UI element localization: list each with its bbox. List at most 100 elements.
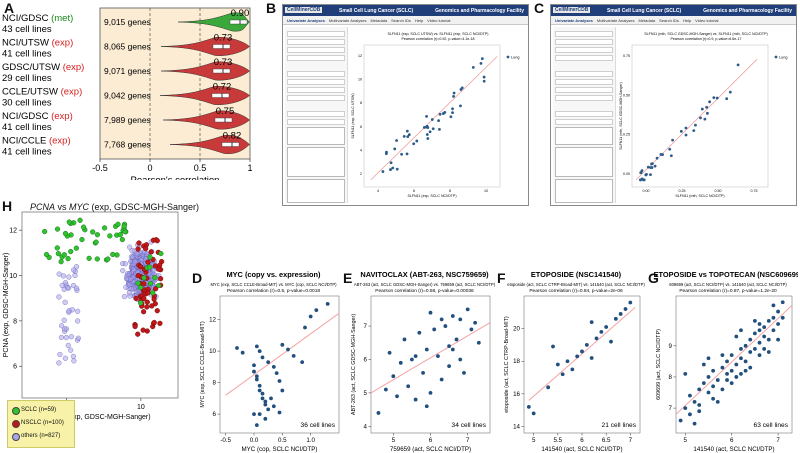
data-point	[476, 340, 481, 345]
violin-value: 0.82	[223, 131, 242, 142]
y-tick-label: 8	[669, 374, 673, 381]
h-point-other	[61, 317, 67, 323]
shot-select[interactable]	[287, 119, 345, 125]
shot-point	[700, 107, 704, 111]
data-point	[678, 418, 683, 423]
shot-select[interactable]	[287, 31, 345, 37]
h-point-other	[132, 259, 138, 265]
shot-select[interactable]	[555, 87, 613, 93]
data-point	[780, 300, 785, 305]
shot-select[interactable]	[555, 71, 613, 77]
violin-row-tag: (exp)	[63, 62, 85, 73]
shot-xlabel: SLFN11 (exp, SCLC NCI/DTP)	[407, 194, 456, 198]
shot-tab[interactable]: Univariate Analyses	[555, 18, 593, 23]
shot-legend-dot	[506, 55, 510, 59]
shot-xtick: 0.25	[679, 189, 686, 193]
violin-row-genes: 7,989 genes	[104, 115, 151, 125]
shot-tab[interactable]: Help	[414, 18, 424, 23]
violin-box	[212, 68, 231, 74]
data-point	[266, 360, 271, 365]
shot-tab[interactable]: Multivariate Analyses	[596, 18, 635, 23]
shot-point	[389, 168, 392, 171]
y-tick-label: 14	[513, 423, 520, 430]
violin-row-name: CCLE/UTSW	[2, 87, 61, 98]
shot-point	[451, 111, 454, 115]
data-point	[260, 396, 265, 401]
violin-row-label: NCI/UTSW (exp)	[2, 38, 73, 49]
shot-tab[interactable]: Metadata	[370, 18, 388, 23]
shot-listbox[interactable]	[555, 127, 613, 145]
panel-plot-area	[219, 295, 340, 434]
panel-label-h: H	[2, 198, 13, 214]
h-point-sclc	[110, 251, 116, 258]
shot-tab[interactable]: Univariate Analyses	[287, 18, 325, 23]
shot-select[interactable]	[555, 47, 613, 53]
shot-tab[interactable]: Help	[682, 18, 692, 23]
x-tick-label: 0.0	[250, 437, 259, 444]
cell-line-count: 34 cell lines	[452, 422, 487, 429]
violin-row-cells: 41 cell lines	[2, 122, 52, 133]
h-point-sclc	[80, 224, 87, 230]
h-point-sclc	[66, 219, 72, 225]
shot-point	[451, 107, 454, 111]
violin-row-label: GDSC/UTSW (exp)	[2, 62, 84, 73]
shot-select[interactable]	[555, 119, 613, 125]
data-point	[303, 325, 307, 330]
x-tick-label: 1.0	[306, 437, 315, 444]
shot-point	[668, 147, 672, 151]
data-point	[458, 357, 463, 362]
violin-shape	[159, 86, 250, 105]
shot-select[interactable]	[287, 111, 345, 117]
shot-tab[interactable]: Search IDs	[391, 18, 411, 23]
shot-tab[interactable]: Multivariate Analyses	[328, 18, 367, 23]
shot-select[interactable]	[555, 39, 613, 45]
shot-point	[402, 134, 406, 138]
shot-select[interactable]	[555, 31, 613, 37]
h-point-other	[62, 299, 68, 305]
shot-select[interactable]	[287, 39, 345, 45]
shot-select[interactable]	[287, 71, 345, 77]
data-point	[757, 340, 762, 345]
data-point	[551, 344, 555, 349]
shot-select[interactable]	[287, 95, 345, 101]
h-point-nsclc	[140, 327, 146, 333]
h-point-other	[62, 355, 68, 361]
data-point	[252, 369, 256, 374]
shot-select[interactable]	[287, 55, 345, 61]
shot-listbox[interactable]	[555, 179, 613, 203]
data-point	[257, 412, 262, 417]
shot-select[interactable]	[287, 87, 345, 93]
shot-select[interactable]	[287, 79, 345, 85]
shot-listbox[interactable]	[287, 179, 345, 203]
data-point	[748, 337, 753, 342]
y-tick-label: 10	[209, 348, 216, 355]
shot-listbox[interactable]	[287, 147, 345, 177]
shot-listbox[interactable]	[555, 147, 613, 177]
shot-select[interactable]	[555, 111, 613, 117]
shot-legend-label: Lung	[511, 56, 519, 60]
shot-tab[interactable]: Video tutorial	[427, 18, 451, 23]
x-axis-label: 759659 (act, SCLC NCI/DTP)	[390, 446, 471, 453]
data-point	[683, 371, 688, 376]
violin-value: 0.72	[213, 82, 232, 93]
data-point	[254, 377, 259, 382]
violin-row-tag: (exp)	[52, 38, 74, 49]
y-tick-label: 7	[669, 405, 673, 412]
shot-sidebar	[553, 27, 616, 203]
shot-select[interactable]	[287, 47, 345, 53]
shot-point	[703, 117, 707, 121]
violin-box	[214, 117, 233, 123]
shot-listbox[interactable]	[287, 127, 345, 145]
shot-tab[interactable]: Video tutorial	[695, 18, 719, 23]
shot-select[interactable]	[555, 95, 613, 101]
shot-tab[interactable]: Metadata	[638, 18, 656, 23]
h-point-sclc	[117, 232, 123, 238]
shot-select[interactable]	[555, 79, 613, 85]
y-axis-label: 609699 (act, SCLC NCI/DTP)	[656, 329, 662, 400]
data-point	[725, 359, 729, 364]
shot-ylabel: SLFN11 (mth, SCLC GDSC-MGH-Sanger)	[619, 82, 623, 150]
shot-legend-label: Lung	[779, 56, 787, 60]
shot-select[interactable]	[555, 55, 613, 61]
shot-tab[interactable]: Search IDs	[659, 18, 679, 23]
h-legend-sclc-label: SCLC (n=59)	[21, 407, 57, 413]
